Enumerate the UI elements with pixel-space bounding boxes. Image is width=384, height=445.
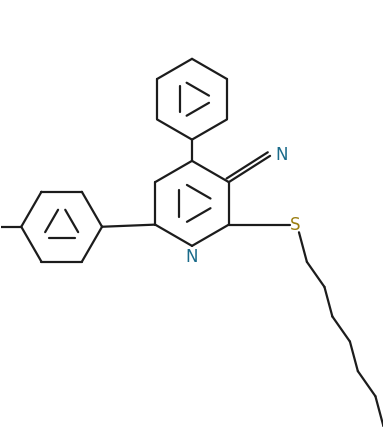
Text: S: S — [290, 216, 300, 234]
Text: N: N — [186, 248, 198, 267]
Text: N: N — [276, 146, 288, 164]
